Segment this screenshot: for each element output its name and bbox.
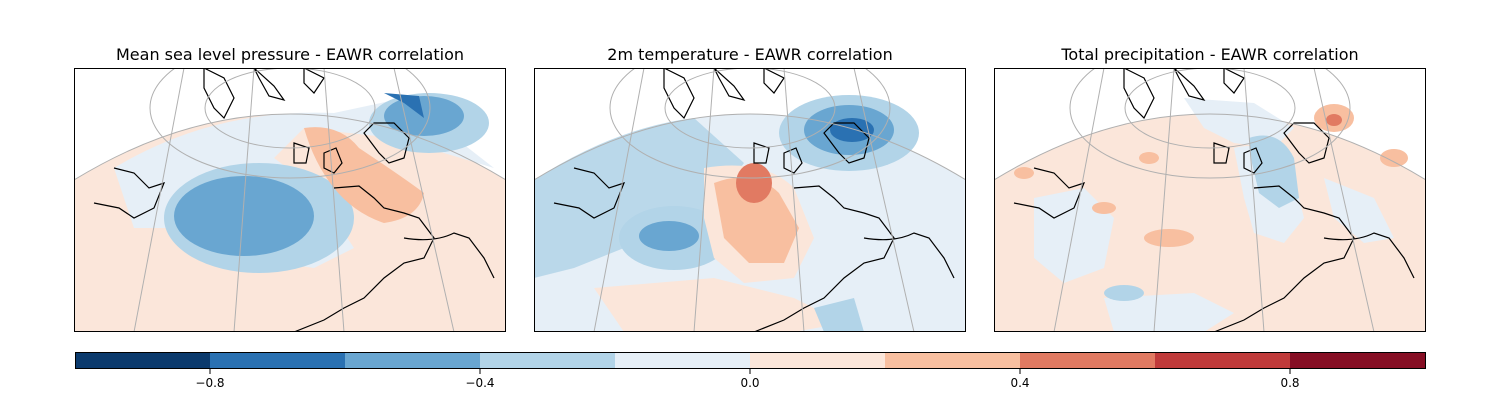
map-tp bbox=[994, 68, 1426, 332]
colorbar-tick-label: 0.4 bbox=[1010, 376, 1029, 390]
map-frame bbox=[994, 68, 1426, 332]
colorbar-bin-9 bbox=[1290, 352, 1426, 369]
projection-region bbox=[994, 114, 1426, 332]
panel-t2m: 2m temperature - EAWR correlation bbox=[534, 40, 966, 332]
map-frame bbox=[534, 68, 966, 332]
map-t2m bbox=[534, 68, 966, 332]
colorbar-bin-2 bbox=[345, 352, 481, 369]
graticule bbox=[534, 68, 966, 332]
colorbar-tick-label: 0.0 bbox=[740, 376, 759, 390]
panel-title-t2m: 2m temperature - EAWR correlation bbox=[607, 45, 893, 64]
coastlines bbox=[1013, 68, 1415, 332]
map-mslp bbox=[74, 68, 506, 332]
colorbar-bin-0 bbox=[75, 352, 211, 369]
colorbar-tick-label: −0.4 bbox=[465, 376, 494, 390]
panel-title-mslp: Mean sea level pressure - EAWR correlati… bbox=[116, 45, 464, 64]
panel-mslp: Mean sea level pressure - EAWR correlati… bbox=[74, 40, 506, 332]
colorbar-bins bbox=[75, 352, 1426, 369]
graticule bbox=[74, 68, 506, 332]
colorbar-ticks: −0.8 −0.4 0.0 0.4 0.8 bbox=[195, 369, 1300, 390]
coastlines bbox=[553, 68, 955, 332]
colorbar-bin-7 bbox=[1020, 352, 1156, 369]
colorbar-bin-3 bbox=[480, 352, 616, 369]
colorbar-tick-label: 0.8 bbox=[1280, 376, 1299, 390]
map-frame bbox=[74, 68, 506, 332]
graticule bbox=[994, 68, 1426, 332]
field-fills bbox=[114, 93, 494, 273]
colorbar-tick-label: −0.8 bbox=[195, 376, 224, 390]
colorbar-bin-1 bbox=[210, 352, 346, 369]
panel-title-tp: Total precipitation - EAWR correlation bbox=[1061, 45, 1359, 64]
coastlines bbox=[93, 68, 495, 332]
colorbar-bin-4 bbox=[615, 352, 751, 369]
colorbar-bin-8 bbox=[1155, 352, 1291, 369]
colorbar-frame bbox=[75, 352, 1426, 369]
colorbar-bin-6 bbox=[885, 352, 1021, 369]
colorbar-bin-5 bbox=[750, 352, 886, 369]
panel-tp: Total precipitation - EAWR correlation bbox=[994, 40, 1426, 332]
